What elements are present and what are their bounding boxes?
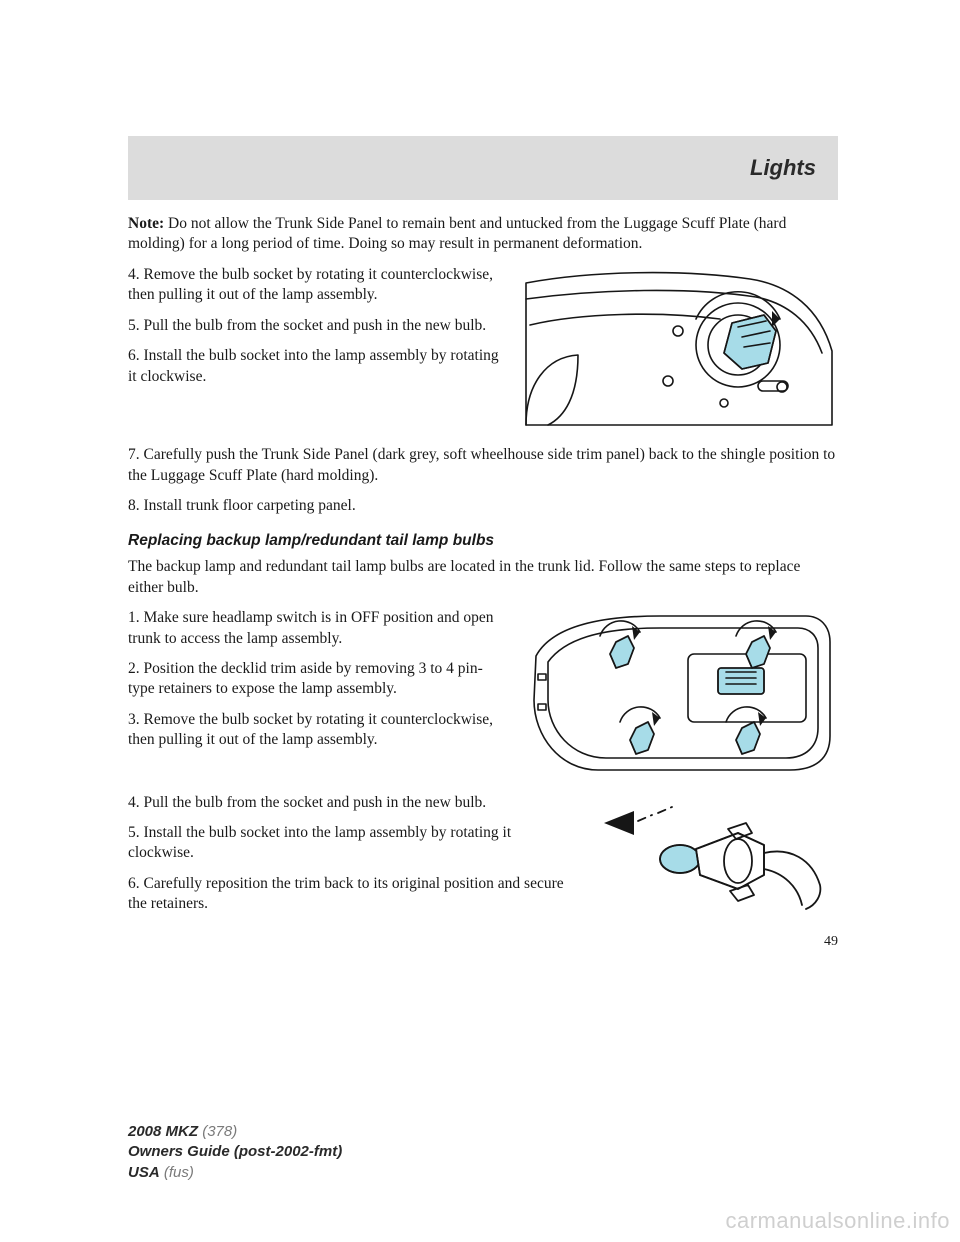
- step-a8: 8. Install trunk floor carpeting panel.: [128, 496, 838, 516]
- step-b6: 6. Carefully reposition the trim back to…: [128, 874, 570, 915]
- step-a4: 4. Remove the bulb socket by rotating it…: [128, 265, 502, 306]
- figure-lamp-assembly: [520, 265, 838, 433]
- step-b1: 1. Make sure headlamp switch is in OFF p…: [128, 608, 502, 649]
- step-a6: 6. Install the bulb socket into the lamp…: [128, 346, 502, 387]
- step-b3: 3. Remove the bulb socket by rotating it…: [128, 710, 502, 751]
- footer-region: USA: [128, 1164, 160, 1181]
- footer-model: 2008 MKZ: [128, 1123, 198, 1140]
- step-a7: 7. Carefully push the Trunk Side Panel (…: [128, 445, 838, 486]
- section-title: Lights: [750, 155, 816, 181]
- intro-b: The backup lamp and redundant tail lamp …: [128, 557, 838, 598]
- section-header: Lights: [128, 136, 838, 200]
- footer-guide: Owners Guide (post-2002-fmt): [128, 1143, 342, 1160]
- subheading: Replacing backup lamp/redundant tail lam…: [128, 531, 838, 551]
- step-b2: 2. Position the decklid trim aside by re…: [128, 659, 502, 700]
- footer-model-code: (378): [198, 1123, 237, 1140]
- watermark: carmanualsonline.info: [725, 1208, 950, 1234]
- footer-region-code: (fus): [160, 1164, 194, 1181]
- page-number: 49: [128, 933, 838, 951]
- footer: 2008 MKZ (378) Owners Guide (post-2002-f…: [128, 1122, 342, 1183]
- step-b4: 4. Pull the bulb from the socket and pus…: [128, 793, 570, 813]
- figure-bulb-socket: [588, 793, 838, 913]
- figure-decklid-trim: [520, 608, 838, 780]
- note-label: Note:: [128, 215, 164, 232]
- step-a5: 5. Pull the bulb from the socket and pus…: [128, 316, 502, 336]
- note-text: Do not allow the Trunk Side Panel to rem…: [128, 215, 786, 252]
- note-paragraph: Note: Do not allow the Trunk Side Panel …: [128, 214, 838, 255]
- step-b5: 5. Install the bulb socket into the lamp…: [128, 823, 570, 864]
